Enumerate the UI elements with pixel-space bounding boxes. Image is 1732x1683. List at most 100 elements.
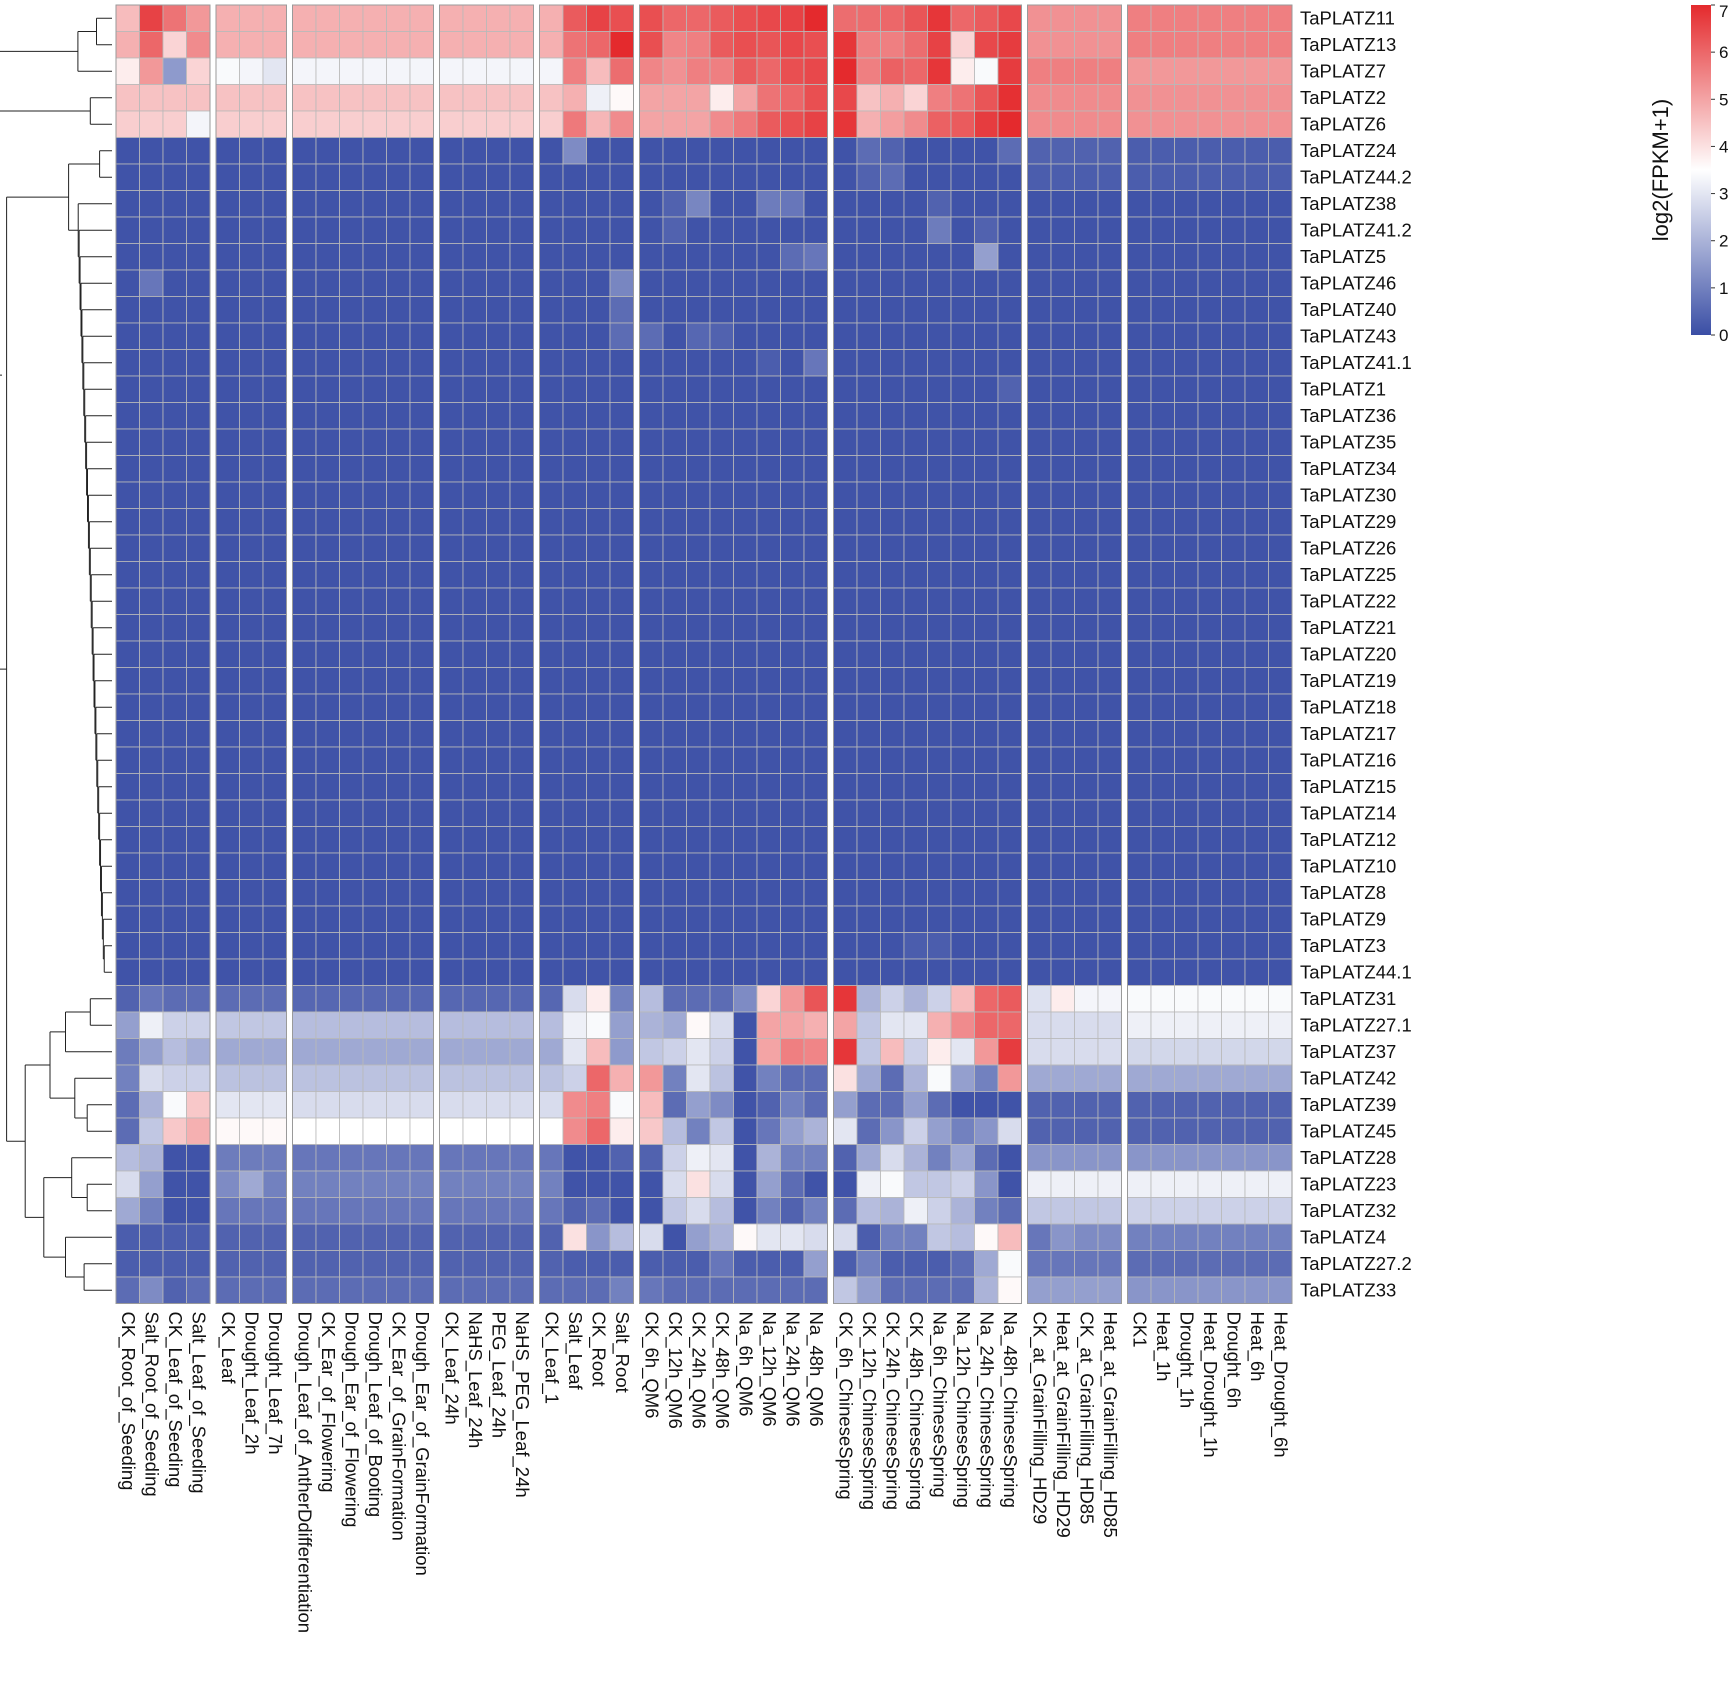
heatmap-cell: [1244, 1117, 1269, 1145]
heatmap-cell: [162, 163, 187, 191]
heatmap-cell: [639, 693, 664, 721]
heatmap-cell: [215, 799, 240, 827]
heatmap-cell: [139, 296, 164, 324]
heatmap-cell: [315, 4, 340, 32]
heatmap-cell: [997, 349, 1022, 377]
heatmap-cell: [803, 322, 828, 350]
heatmap-cell: [386, 402, 411, 430]
heatmap-cell: [880, 190, 905, 218]
heatmap-cell: [339, 932, 364, 960]
heatmap-cell: [803, 4, 828, 32]
heatmap-cell: [927, 614, 952, 642]
heatmap-cell: [239, 826, 264, 854]
heatmap-cell: [1097, 667, 1122, 695]
heatmap-cell: [1127, 1117, 1152, 1145]
heatmap-cell: [586, 1117, 611, 1145]
heatmap-cell: [1268, 428, 1293, 456]
heatmap-cell: [927, 84, 952, 112]
column-label: Na_24h_ChineseSpring: [975, 1312, 997, 1508]
heatmap-cell: [974, 349, 999, 377]
heatmap-cell: [833, 216, 858, 244]
heatmap-cell: [386, 746, 411, 774]
heatmap-cell: [833, 932, 858, 960]
heatmap-cell: [639, 1011, 664, 1039]
heatmap-cell: [1221, 826, 1246, 854]
heatmap-cell: [974, 879, 999, 907]
heatmap-cell: [462, 905, 487, 933]
heatmap-cell: [139, 773, 164, 801]
heatmap-cell: [215, 402, 240, 430]
heatmap-cell: [409, 958, 434, 986]
heatmap-cell: [439, 1091, 464, 1119]
heatmap-cell: [1150, 1276, 1175, 1304]
heatmap-cell: [756, 746, 781, 774]
heatmap-cell: [756, 455, 781, 483]
heatmap-cell: [880, 905, 905, 933]
row-label: TaPLATZ41.2: [1300, 219, 1412, 240]
heatmap-cell: [880, 322, 905, 350]
heatmap-cell: [733, 1091, 758, 1119]
heatmap-cell: [974, 640, 999, 668]
heatmap-cell: [1127, 57, 1152, 85]
heatmap-cell: [803, 190, 828, 218]
heatmap-cell: [856, 1064, 881, 1092]
heatmap-cell: [409, 587, 434, 615]
heatmap-cell: [315, 561, 340, 589]
heatmap-cell: [215, 958, 240, 986]
heatmap-cell: [1127, 110, 1152, 138]
heatmap-cell: [639, 322, 664, 350]
heatmap-cell: [586, 799, 611, 827]
heatmap-cell: [1150, 1197, 1175, 1225]
heatmap-cell: [856, 243, 881, 271]
heatmap-cell: [880, 57, 905, 85]
heatmap-cell: [997, 1250, 1022, 1278]
heatmap-cell: [486, 296, 511, 324]
heatmap-cell: [733, 1170, 758, 1198]
heatmap-cell: [315, 746, 340, 774]
heatmap-cell: [833, 243, 858, 271]
heatmap-cell: [315, 640, 340, 668]
heatmap-cell: [186, 852, 211, 880]
heatmap-cell: [639, 667, 664, 695]
heatmap-cell: [1174, 905, 1199, 933]
heatmap-cell: [1027, 216, 1052, 244]
heatmap-cell: [262, 1144, 287, 1172]
heatmap-cell: [139, 1144, 164, 1172]
heatmap-cell: [315, 1091, 340, 1119]
heatmap-cell: [1127, 84, 1152, 112]
heatmap-cell: [903, 958, 928, 986]
heatmap-cell: [880, 640, 905, 668]
heatmap-cell: [562, 375, 587, 403]
heatmap-cell: [1097, 455, 1122, 483]
heatmap-cell: [686, 1223, 711, 1251]
heatmap-cell: [562, 137, 587, 165]
heatmap-cell: [997, 31, 1022, 59]
heatmap-cell: [974, 561, 999, 589]
heatmap-cell: [586, 1038, 611, 1066]
heatmap-cell: [362, 110, 387, 138]
heatmap-cell: [386, 481, 411, 509]
row-label: TaPLATZ4: [1300, 1226, 1386, 1247]
heatmap-cell: [486, 534, 511, 562]
heatmap-cell: [292, 1223, 317, 1251]
heatmap-cell: [1174, 773, 1199, 801]
heatmap-cell: [262, 667, 287, 695]
heatmap-cell: [386, 31, 411, 59]
heatmap-cell: [486, 799, 511, 827]
heatmap-cell: [833, 985, 858, 1013]
column-label: CK1: [1129, 1312, 1150, 1348]
heatmap-cell: [386, 1223, 411, 1251]
heatmap-cell: [215, 322, 240, 350]
heatmap-cell: [974, 31, 999, 59]
heatmap-cell: [562, 1144, 587, 1172]
heatmap-cell: [1127, 587, 1152, 615]
heatmap-cell: [609, 720, 634, 748]
heatmap-cell: [856, 746, 881, 774]
heatmap-cell: [586, 879, 611, 907]
heatmap-cell: [239, 1223, 264, 1251]
heatmap-cell: [709, 746, 734, 774]
column-label: Salt_Root: [611, 1312, 633, 1393]
heatmap-cell: [903, 746, 928, 774]
heatmap-cell: [609, 1223, 634, 1251]
heatmap-cell: [339, 773, 364, 801]
